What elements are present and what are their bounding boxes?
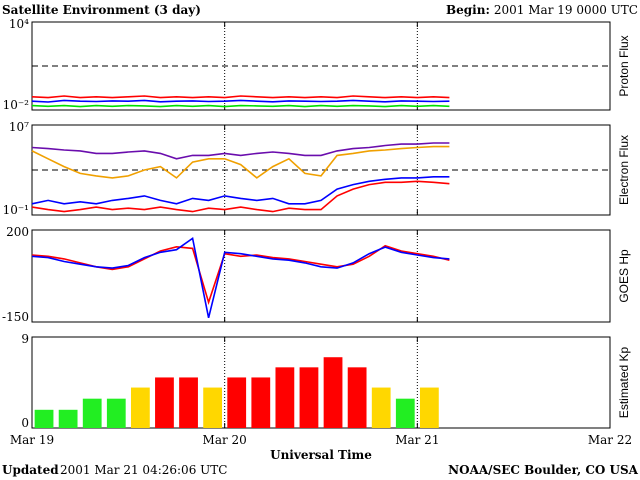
y-tick-label: 10⁷ [9, 120, 29, 134]
x-axis-label: Universal Time [270, 448, 372, 462]
x-tick-label: Mar 21 [395, 433, 439, 447]
y-tick-label: 10⁻² [3, 98, 30, 112]
y-tick-label: 200 [6, 225, 29, 239]
series-line [31, 95, 450, 99]
series-line [31, 142, 450, 160]
series-line [31, 176, 450, 205]
x-tick-label: Mar 19 [10, 433, 54, 447]
updated: 2001 Mar 21 04:26:06 UTC [60, 463, 227, 477]
panel-frame [31, 229, 611, 323]
kp-bar [203, 387, 223, 428]
kp-bar [323, 357, 343, 428]
y-tick-label: 10⁴ [9, 17, 29, 31]
kp-bar [155, 377, 174, 428]
kp-bar [179, 377, 198, 428]
kp-bar [371, 387, 391, 428]
kp-bar [299, 367, 319, 428]
kp-bar [251, 377, 271, 428]
begin: 2001 Mar 19 0000 UTC [494, 3, 638, 17]
series-line [31, 99, 450, 103]
kp-bar [34, 409, 54, 428]
series-line [31, 145, 450, 179]
y-tick-label: 0 [21, 416, 29, 430]
source: NOAA/SEC Boulder, CO USA [448, 463, 639, 477]
kp-bar [58, 409, 78, 428]
y-tick-label: 9 [21, 332, 29, 346]
y-tick-label: 10⁻¹ [3, 203, 29, 217]
panel-frame [31, 336, 611, 429]
kp-bar [82, 398, 102, 428]
panel-label: GOES Hp [617, 249, 631, 303]
kp-bar [347, 367, 367, 428]
panel-label: Proton Flux [617, 35, 631, 96]
kp-bar [227, 377, 247, 428]
title: Satellite Environment (3 day) [2, 3, 201, 17]
series-line [31, 180, 450, 213]
kp-bar [395, 398, 415, 428]
begin-label: Begin: [446, 3, 490, 17]
panel-label: Electron Flux [617, 135, 631, 205]
kp-bar [106, 398, 126, 428]
y-tick-label: -150 [2, 310, 29, 324]
kp-bar [419, 387, 439, 428]
series-line [31, 104, 450, 108]
panel-label: Estimated Kp [617, 346, 631, 418]
x-tick-label: Mar 20 [203, 433, 247, 447]
x-tick-label: Mar 22 [588, 433, 632, 447]
updated-label: Updated [2, 463, 59, 477]
series-line [31, 237, 450, 318]
kp-bar [275, 367, 295, 428]
kp-bar [130, 387, 150, 428]
